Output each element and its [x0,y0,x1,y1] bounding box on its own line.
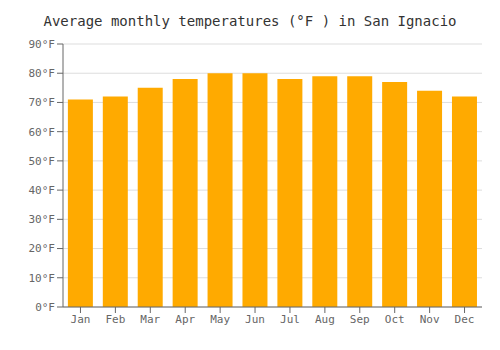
svg-text:30°F: 30°F [29,213,56,226]
svg-text:40°F: 40°F [29,184,56,197]
svg-text:50°F: 50°F [29,155,56,168]
svg-text:90°F: 90°F [29,38,56,51]
svg-text:0°F: 0°F [35,301,55,314]
svg-text:Aug: Aug [315,313,335,326]
svg-text:May: May [210,313,230,326]
svg-text:20°F: 20°F [29,242,56,255]
svg-text:80°F: 80°F [29,67,56,80]
svg-text:60°F: 60°F [29,126,56,139]
svg-text:Jan: Jan [71,313,91,326]
svg-text:70°F: 70°F [29,96,56,109]
svg-text:Mar: Mar [140,313,160,326]
svg-text:Sep: Sep [350,313,370,326]
svg-text:Oct: Oct [385,313,405,326]
svg-text:Nov: Nov [420,313,440,326]
svg-text:Jun: Jun [245,313,265,326]
html-text:Average monthly temperatures (: Average monthly temperatures (°F ) in Sa… [43,13,457,29]
svg-text:Apr: Apr [175,313,195,326]
svg-text:Jul: Jul [280,313,300,326]
svg-text:10°F: 10°F [29,272,56,285]
svg-text:Feb: Feb [105,313,125,326]
svg-text:Dec: Dec [455,313,475,326]
